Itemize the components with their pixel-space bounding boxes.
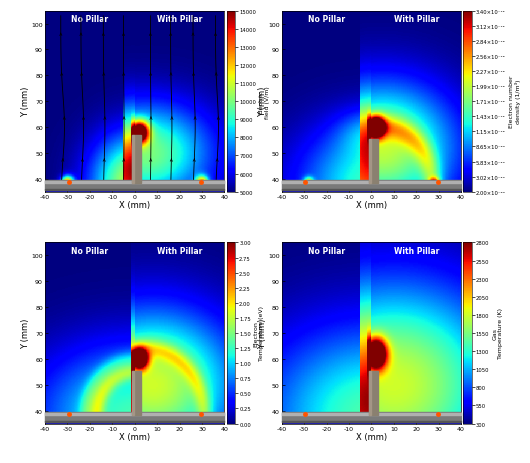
Bar	[369, 371, 378, 414]
Bar	[369, 371, 371, 414]
Y-axis label: Electric
field (V/m): Electric field (V/m)	[259, 86, 270, 118]
Y-axis label: Electron
Temperature (eV): Electron Temperature (eV)	[254, 306, 264, 361]
Text: No Pillar: No Pillar	[72, 247, 109, 256]
Bar	[45, 413, 224, 415]
Bar	[282, 421, 461, 422]
Y-axis label: Y (mm): Y (mm)	[258, 318, 267, 349]
Y-axis label: Electron number
density (1/m³): Electron number density (1/m³)	[508, 76, 520, 128]
Bar	[45, 421, 224, 422]
Text: No Pillar: No Pillar	[308, 247, 345, 256]
Bar	[132, 371, 134, 414]
Bar	[282, 190, 461, 191]
Text: With Pillar: With Pillar	[394, 247, 439, 256]
Bar	[132, 136, 142, 183]
Bar	[282, 181, 461, 191]
Text: No Pillar: No Pillar	[308, 15, 345, 25]
Bar	[282, 413, 461, 415]
Bar	[132, 136, 134, 183]
X-axis label: X (mm): X (mm)	[356, 201, 387, 210]
Y-axis label: Y (mm): Y (mm)	[21, 318, 30, 349]
Bar	[45, 182, 224, 184]
X-axis label: X (mm): X (mm)	[119, 201, 151, 210]
Bar	[45, 412, 224, 422]
X-axis label: X (mm): X (mm)	[119, 432, 151, 441]
Text: With Pillar: With Pillar	[157, 15, 202, 25]
Bar	[132, 371, 142, 414]
Text: With Pillar: With Pillar	[394, 15, 439, 25]
Text: With Pillar: With Pillar	[157, 247, 202, 256]
Y-axis label: Y (mm): Y (mm)	[258, 87, 267, 117]
Text: No Pillar: No Pillar	[72, 15, 109, 25]
Y-axis label: Gas
Temperature (K): Gas Temperature (K)	[492, 308, 503, 359]
Bar	[45, 181, 224, 191]
Bar	[282, 182, 461, 184]
Bar	[369, 139, 371, 183]
X-axis label: X (mm): X (mm)	[356, 432, 387, 441]
Bar	[369, 139, 378, 183]
Bar	[45, 190, 224, 191]
Bar	[282, 412, 461, 422]
Y-axis label: Y (mm): Y (mm)	[21, 87, 30, 117]
